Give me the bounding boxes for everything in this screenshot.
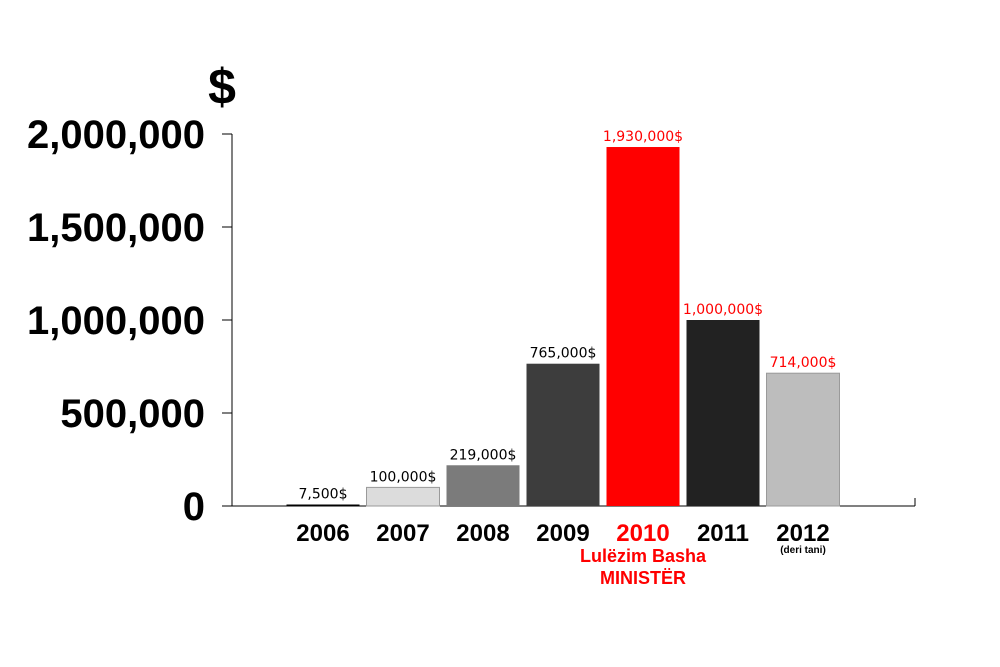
y-tick-label: 1,000,000	[27, 299, 205, 343]
category-annotation: Lulëzim Basha	[580, 546, 707, 566]
category-label: 2006	[296, 520, 349, 547]
value-label: 100,000$	[370, 469, 437, 485]
y-axis-label: $	[208, 59, 236, 115]
y-tick-label: 1,500,000	[27, 206, 205, 250]
category-label: 2007	[376, 520, 429, 547]
value-label: 1,000,000$	[683, 302, 763, 318]
category-label: 2009	[536, 520, 589, 547]
value-label: 7,500$	[299, 487, 348, 503]
y-tick-label: 0	[183, 485, 205, 529]
bar	[526, 363, 600, 506]
category-note: (deri tani)	[780, 545, 826, 556]
y-tick-label: 2,000,000	[27, 113, 205, 157]
y-tick-label: 500,000	[60, 392, 205, 436]
y-axis-ticks: 0 500,000 1,000,000 1,500,000 2,000,000	[27, 113, 232, 529]
value-label: 219,000$	[450, 447, 517, 463]
value-labels-group: 7,500$ 100,000$ 219,000$ 765,000$ 1,930,000$…	[299, 129, 837, 502]
category-label: 2008	[456, 520, 509, 547]
value-label: 1,930,000$	[603, 129, 683, 145]
category-label: 2012	[776, 520, 829, 547]
bar	[286, 504, 360, 506]
category-annotation: MINISTËR	[600, 568, 686, 588]
value-label: 765,000$	[530, 346, 597, 362]
bars-group	[286, 147, 840, 507]
bar	[366, 486, 440, 507]
category-label: 2010	[616, 520, 669, 547]
bar	[606, 147, 680, 506]
value-label: 714,000$	[770, 355, 837, 371]
bar	[446, 465, 520, 506]
bar	[686, 320, 760, 506]
bar	[766, 372, 840, 507]
category-label: 2011	[697, 520, 749, 547]
